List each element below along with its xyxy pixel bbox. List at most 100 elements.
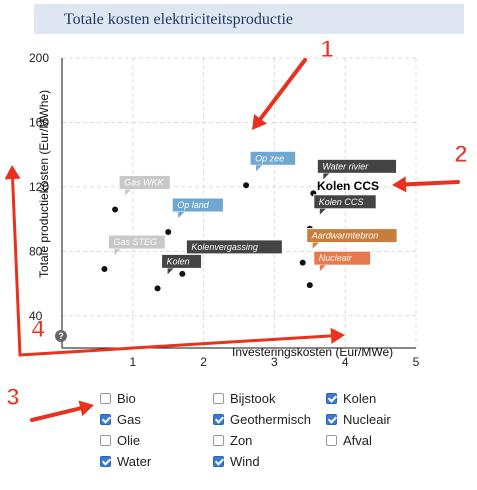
legend-item-bio[interactable]: Bio: [100, 389, 136, 407]
legend-item-gas[interactable]: Gas: [100, 410, 141, 428]
legend-label: Kolen: [343, 390, 377, 406]
point-label: Kolen CCS: [313, 194, 377, 215]
arrow-head: [252, 114, 267, 130]
point-label: Gas WKK: [118, 174, 171, 196]
point-label-pointer: [178, 212, 185, 218]
point-label: Op zee: [249, 150, 297, 172]
data-point: [101, 266, 108, 273]
legend-item-bijstook[interactable]: Bijstook: [213, 389, 276, 407]
legend-item-wind[interactable]: Wind: [213, 452, 260, 470]
checkbox[interactable]: [326, 434, 337, 446]
checkbox[interactable]: [100, 434, 111, 446]
point-label-box: [249, 150, 297, 166]
arrow-head: [392, 176, 407, 193]
kolen-ccs-enlarged-label: Kolen CCS: [317, 179, 379, 193]
point-label: Aardwarmtebron: [306, 228, 398, 249]
help-icon[interactable]: ?: [55, 330, 67, 342]
chart-title: Totale kosten elektriciteitsproductie: [64, 11, 294, 28]
point-label-text: Kolen: [167, 256, 190, 266]
point-label-box: [316, 158, 398, 174]
point-label-box: [171, 197, 224, 213]
checkbox[interactable]: [213, 455, 224, 467]
point-label-text: Op land: [177, 200, 210, 210]
arrow-head: [330, 327, 345, 344]
point-label-pointer: [312, 242, 319, 249]
arrow-shaft: [18, 334, 333, 357]
x-axis-label: Investeringskosten (Eur/MWe): [232, 345, 393, 359]
legend-item-water[interactable]: Water: [100, 452, 151, 470]
checkbox[interactable]: [326, 413, 337, 425]
point-label-pointer: [125, 189, 132, 196]
checkbox[interactable]: [326, 392, 337, 404]
legend-item-afval[interactable]: Afval: [326, 431, 372, 449]
checkbox[interactable]: [100, 413, 111, 425]
x-tick-label: 2: [200, 355, 207, 369]
legend-label: Water: [117, 453, 152, 469]
legend-label: Bio: [117, 390, 136, 406]
legend-label: Nucleair: [343, 411, 391, 427]
point-label-text: Kolenvergassing: [191, 242, 258, 252]
point-label-box: [306, 228, 398, 244]
legend-label: Olie: [117, 432, 141, 448]
point-label-box: [313, 194, 377, 210]
checkbox[interactable]: [213, 392, 224, 404]
legend-item-kolen[interactable]: Kolen: [326, 389, 376, 407]
y-tick-label: 80: [29, 244, 43, 258]
point-label-text: Kolen CCS: [319, 197, 364, 207]
chart-title-bar: Totale kosten elektriciteitsproductie: [34, 4, 464, 34]
point-label-pointer: [323, 173, 330, 180]
annotation-number-4: 4: [31, 316, 45, 343]
point-label: Water rivier: [316, 158, 398, 180]
annotation-number-1: 1: [320, 36, 333, 63]
point-label-box: [107, 234, 166, 250]
y-tick-label: 120: [29, 180, 49, 194]
annotation-number-3: 3: [6, 384, 19, 411]
point-label-box: [118, 174, 171, 190]
legend-item-geothermisch[interactable]: Geothermisch: [213, 410, 311, 428]
checkbox[interactable]: [100, 455, 111, 467]
data-point: [179, 270, 186, 277]
legend-label: Gas: [117, 411, 141, 427]
arrow-head: [4, 165, 21, 180]
point-label-box: [313, 250, 372, 266]
x-tick-label: 4: [342, 355, 349, 369]
checkbox[interactable]: [100, 392, 111, 404]
legend-label: Zon: [230, 432, 253, 448]
arrow-2: [392, 176, 460, 193]
y-tick-label: 200: [29, 51, 49, 65]
legend-item-zon[interactable]: Zon: [213, 431, 252, 449]
data-point: [306, 282, 313, 289]
point-label-pointer: [319, 265, 326, 272]
legend-label: Wind: [230, 453, 260, 469]
data-point: [299, 259, 306, 266]
point-label: Kolen: [161, 253, 203, 275]
point-label-pointer: [319, 208, 326, 215]
data-point: [112, 206, 119, 213]
point-label-pointer: [167, 268, 174, 275]
point-label-pointer: [256, 165, 263, 172]
arrow-4-vertical: [4, 165, 22, 357]
point-label-text: Nucleair: [319, 253, 353, 263]
point-label-text: Gas WKK: [124, 177, 165, 187]
legend-item-nucleair[interactable]: Nucleair: [326, 410, 391, 428]
y-tick-label: 40: [29, 309, 43, 323]
point-label-text: Water rivier: [322, 161, 369, 171]
point-label: Gas STEG: [107, 234, 166, 256]
point-label-box: [185, 239, 283, 255]
point-label-pointer: [114, 249, 121, 256]
checkbox[interactable]: [213, 434, 224, 446]
data-point: [243, 182, 250, 189]
checkbox[interactable]: [213, 413, 224, 425]
x-tick-label: 1: [129, 355, 136, 369]
x-tick-label: 5: [413, 355, 420, 369]
arrow-shaft: [11, 177, 22, 357]
point-label: Nucleair: [313, 250, 372, 272]
point-label-text: Gas STEG: [113, 237, 157, 247]
point-label-text: Aardwarmtebron: [311, 231, 379, 241]
legend-label: Bijstook: [230, 390, 276, 406]
legend-item-olie[interactable]: Olie: [100, 431, 140, 449]
arrow-head: [78, 400, 94, 417]
annotation-number-2: 2: [454, 141, 467, 168]
point-label-text: Op zee: [255, 153, 284, 163]
